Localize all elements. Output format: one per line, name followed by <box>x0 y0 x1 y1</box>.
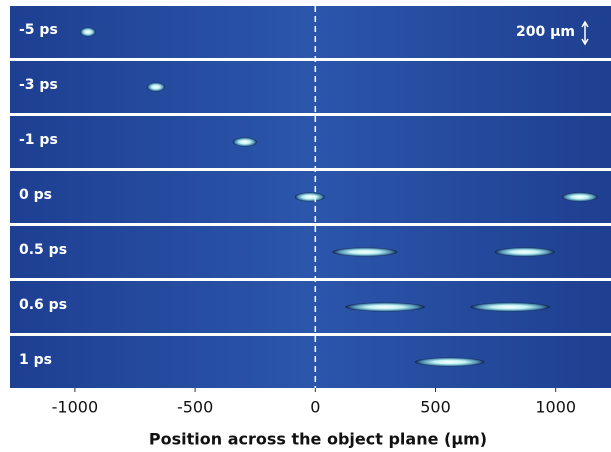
x-tick-label: 0 <box>310 398 320 417</box>
panel-label: 0 ps <box>19 187 52 203</box>
page: Position across the object plane (µm) -5… <box>0 0 611 452</box>
x-tick-label: -1000 <box>52 398 99 417</box>
pulse-spot <box>345 303 424 312</box>
panel-label: -1 ps <box>19 132 58 148</box>
pulse-spot <box>332 248 397 257</box>
pulse-spot <box>80 28 96 37</box>
pulse-spot <box>147 83 165 92</box>
x-axis-title: Position across the object plane (µm) <box>149 430 487 449</box>
panel-label: -3 ps <box>19 77 58 93</box>
pulse-spot <box>470 303 549 312</box>
x-tick-label: -500 <box>177 398 213 417</box>
panel-label: 1 ps <box>19 352 52 368</box>
panel-label: 0.6 ps <box>19 297 67 313</box>
x-tick-label: 500 <box>420 398 451 417</box>
pulse-spot <box>562 193 598 202</box>
scale-label: 200 µm <box>516 24 575 40</box>
pulse-spot <box>295 193 325 202</box>
pulse-spot <box>415 358 485 367</box>
x-tick-label: 1000 <box>535 398 576 417</box>
panel <box>10 116 611 168</box>
panel <box>10 336 611 388</box>
panel-label: -5 ps <box>19 22 58 38</box>
panel <box>10 61 611 113</box>
chart: Position across the object plane (µm) -5… <box>0 0 611 452</box>
pulse-spot <box>233 138 257 147</box>
pulse-spot <box>495 248 555 257</box>
panel-label: 0.5 ps <box>19 242 67 258</box>
